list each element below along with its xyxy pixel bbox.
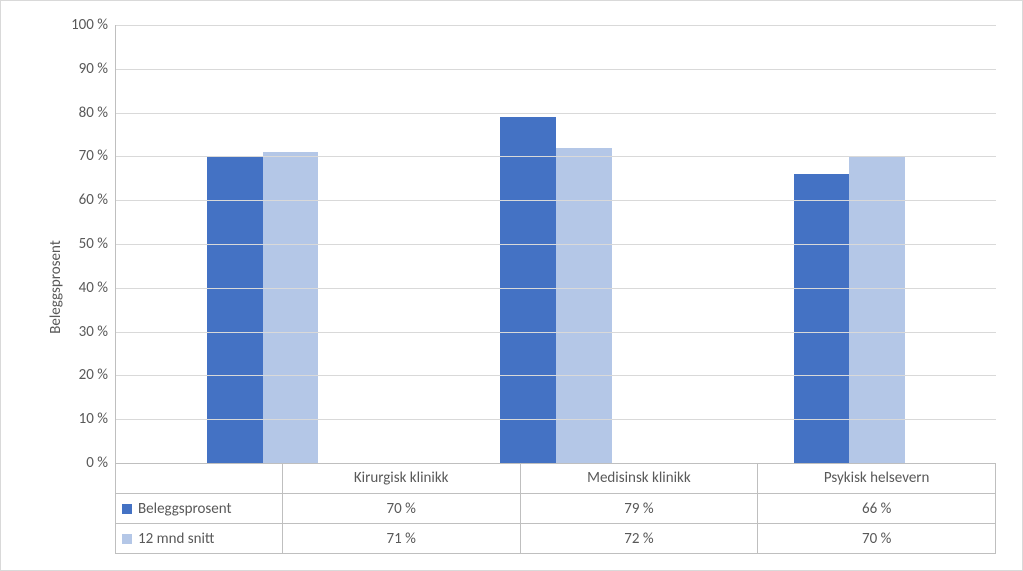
legend-swatch-icon	[122, 504, 132, 514]
bar	[207, 156, 263, 463]
plot-area: 0 %10 %20 %30 %40 %50 %60 %70 %80 %90 %1…	[115, 25, 996, 464]
value-cell: 79 %	[520, 493, 758, 523]
gridline	[116, 244, 996, 245]
y-tick-label: 60 %	[79, 191, 116, 209]
category-label: Kirurgisk klinikk	[282, 463, 520, 493]
gridline	[116, 156, 996, 157]
gridline	[116, 25, 996, 26]
value-cell: 71 %	[282, 523, 520, 553]
value-cell: 66 %	[757, 493, 995, 523]
bar	[500, 117, 556, 463]
series-name: 12 mnd snitt	[138, 530, 214, 548]
y-tick-label: 50 %	[79, 235, 116, 253]
value-cell: 70 %	[757, 523, 995, 553]
bar	[263, 152, 319, 463]
category-label: Psykisk helsevern	[757, 463, 995, 493]
y-tick-label: 100 %	[71, 16, 116, 34]
bar	[556, 148, 612, 463]
value-cell: 70 %	[282, 493, 520, 523]
chart-frame: Beleggsprosent 0 %10 %20 %30 %40 %50 %60…	[0, 0, 1023, 571]
series-legend: Beleggsprosent	[116, 493, 282, 523]
y-tick-label: 80 %	[79, 104, 116, 122]
gridline	[116, 419, 996, 420]
y-tick-label: 0 %	[86, 454, 116, 472]
data-table: Kirurgisk klinikkMedisinsk klinikkPsykis…	[115, 463, 996, 554]
gridline	[116, 69, 996, 70]
y-tick-label: 90 %	[79, 60, 116, 78]
gridline	[116, 288, 996, 289]
y-tick-label: 70 %	[79, 147, 116, 165]
y-tick-label: 40 %	[79, 279, 116, 297]
y-axis-title: Beleggsprosent	[47, 240, 65, 334]
gridline	[116, 375, 996, 376]
category-label: Medisinsk klinikk	[520, 463, 758, 493]
value-cell: 72 %	[520, 523, 758, 553]
y-tick-label: 20 %	[79, 366, 116, 384]
legend-swatch-icon	[122, 534, 132, 544]
y-tick-label: 30 %	[79, 323, 116, 341]
bar	[849, 156, 905, 463]
table-row: 12 mnd snitt 71 %72 %70 %	[116, 523, 995, 553]
series-name: Beleggsprosent	[138, 500, 232, 518]
chart-inner: Beleggsprosent 0 %10 %20 %30 %40 %50 %60…	[15, 15, 1008, 558]
table-row: Kirurgisk klinikkMedisinsk klinikkPsykis…	[116, 463, 995, 493]
gridline	[116, 113, 996, 114]
gridline	[116, 200, 996, 201]
gridline	[116, 332, 996, 333]
table-row: Beleggsprosent 70 %79 %66 %	[116, 493, 995, 523]
legend-header-empty	[116, 463, 282, 493]
series-legend: 12 mnd snitt	[116, 523, 282, 553]
y-tick-label: 10 %	[79, 410, 116, 428]
